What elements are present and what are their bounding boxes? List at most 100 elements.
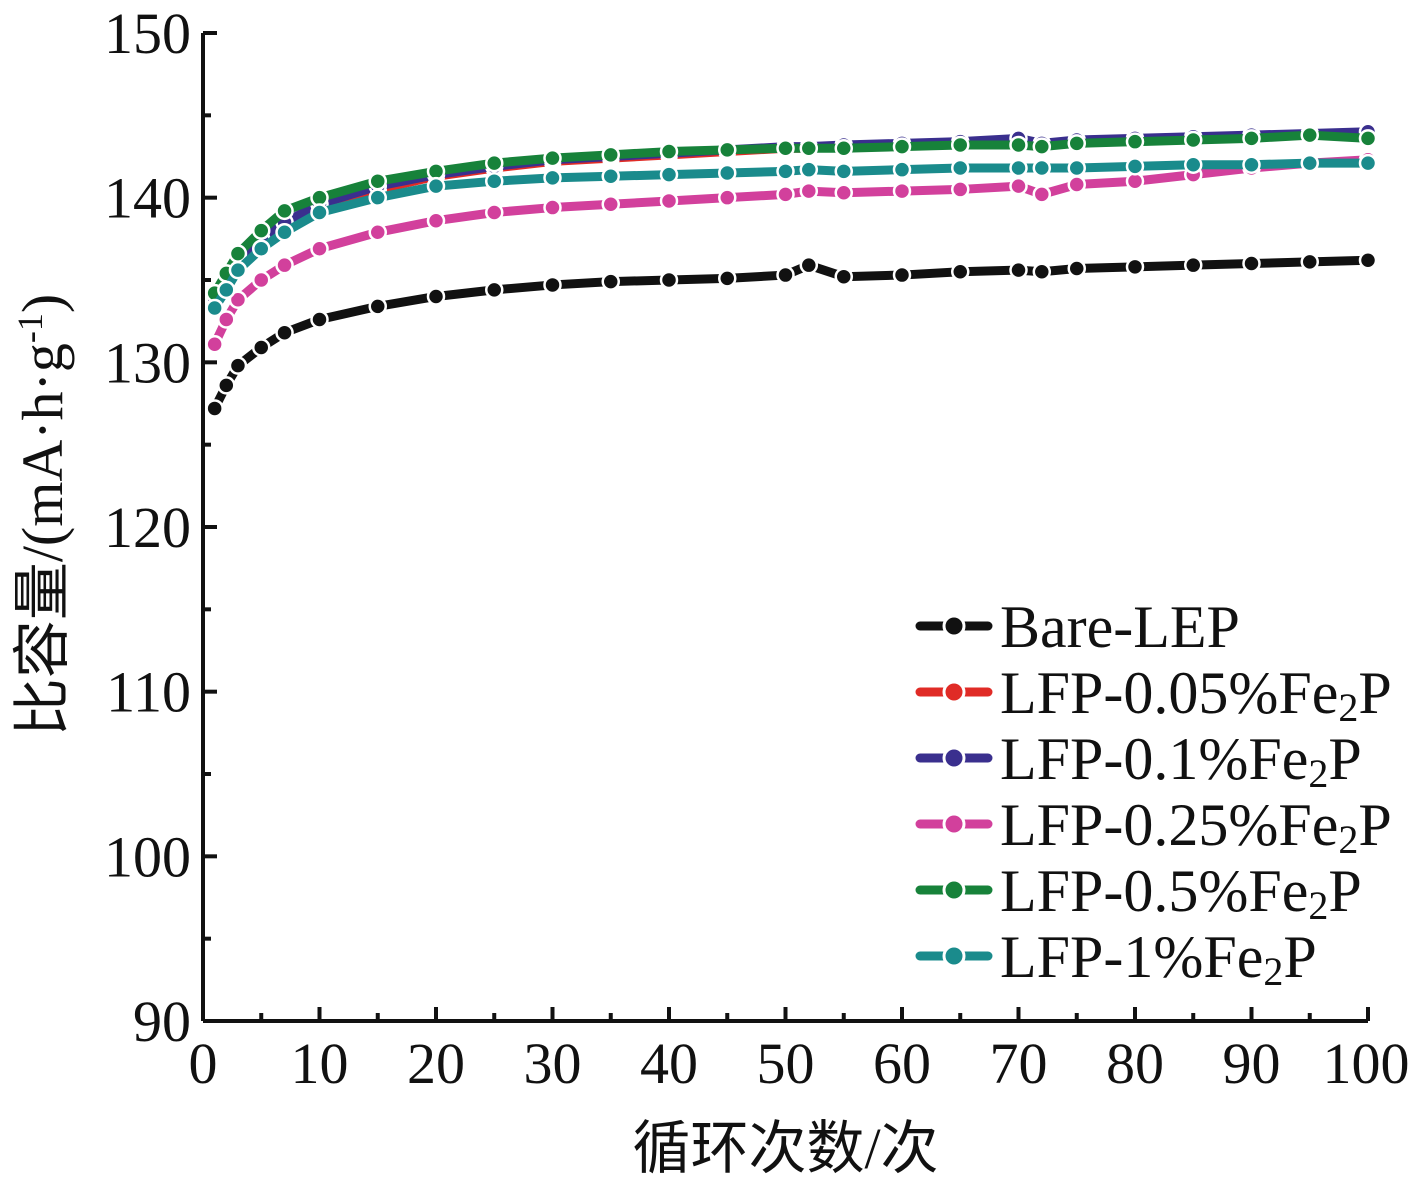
data-point [1067,259,1086,278]
data-point [485,171,504,191]
data-point [205,298,224,318]
legend-label-main: LFP-0.5%Fe [1000,858,1308,924]
legend-swatch-marker [942,680,966,704]
data-point [799,255,819,275]
data-point [1242,254,1261,273]
x-tick-label: 50 [757,1031,815,1096]
axes: 90 100 110 120 130 140 150 0 10 20 30 40 50 60 70 80 90… [104,1,1410,1096]
data-point [485,203,504,222]
legend-swatch-marker [942,614,966,638]
legend-label: LFP-0.25%Fe2P [1000,792,1392,862]
legend-label: LFP-0.05%Fe2P [1000,660,1392,730]
data-point [799,160,819,179]
y-tick-label: 90 [133,989,191,1054]
legend-label-end: P [1328,858,1361,924]
data-point [601,167,620,186]
data-point [1184,130,1203,150]
y-tick-label: 100 [104,824,191,889]
y-axis-title: 比容量/(mA·h·g-1) [10,294,75,736]
data-point [718,188,737,207]
y-tick-label: 110 [106,660,191,725]
data-point [310,310,329,329]
y-tick-label: 150 [104,1,191,66]
data-point [1358,250,1378,270]
x-tick-label: 60 [873,1031,931,1096]
data-point [1009,158,1028,178]
legend-label-end: P [1328,726,1361,792]
data-point [1300,252,1319,272]
data-point [310,203,329,222]
legend-label-end: P [1358,792,1391,858]
data-point [1125,132,1145,151]
data-point [217,280,236,300]
legend-label-main: LFP-0.25%Fe [1000,792,1338,858]
data-point [368,297,387,316]
legend-label-sub: 2 [1263,949,1283,994]
data-point [776,185,795,204]
data-point [892,160,912,179]
data-point [485,280,504,300]
data-point [1032,158,1052,178]
data-point [217,376,236,395]
data-point [1242,155,1261,174]
data-point [951,158,970,178]
x-tick-label: 20 [407,1031,465,1096]
x-tick-label: 0 [189,1031,218,1096]
data-point [368,188,387,207]
legend-label-end: P [1283,924,1316,990]
x-tick-label: 80 [1106,1031,1164,1096]
data-point [799,139,819,158]
y-tick-label: 130 [104,330,191,395]
data-point [892,137,912,156]
data-point [1067,158,1086,178]
data-point [1067,175,1086,194]
data-point [834,267,853,286]
legend-swatch-marker [942,944,966,968]
legend-label: Bare-LEP [1000,594,1240,660]
y-axis-title-close: ) [10,294,75,313]
data-point [659,165,679,184]
data-point [1032,185,1052,204]
data-point [1125,157,1145,176]
data-point [485,153,504,173]
data-point [659,191,679,211]
legend-item: Bare-LEP [915,594,1240,660]
data-point [426,176,446,196]
y-axis-title-sup: -1 [10,313,50,343]
data-point [228,260,248,280]
legend-item: LFP-0.25%Fe2P [915,792,1392,862]
x-ticks: 0 10 20 30 40 50 60 70 80 90 100 [189,1007,1410,1096]
data-point [601,272,620,291]
data-point [1032,262,1052,282]
data-point [368,171,387,191]
x-tick-label: 10 [291,1031,349,1096]
data-point [776,139,795,158]
data-point [543,168,562,188]
series-line [210,255,1373,413]
data-point [776,162,795,181]
data-point [834,139,853,158]
legend-label: LFP-0.1%Fe2P [1000,726,1362,796]
legend-swatch-marker [942,878,966,902]
data-point [1358,153,1378,173]
data-point [1184,155,1203,174]
legend-label-sub: 2 [1308,751,1328,796]
data-point [368,222,387,242]
data-point [776,265,795,285]
y-tick-label: 140 [104,166,191,231]
legend-item: LFP-0.5%Fe2P [915,858,1362,928]
legend-label-main: LFP-0.1%Fe [1000,726,1308,792]
legend-item: LFP-0.1%Fe2P [915,726,1362,796]
data-point [1067,134,1086,153]
data-point [1032,137,1052,156]
data-point [205,334,224,354]
data-point [659,142,679,161]
x-tick-label: 90 [1223,1031,1281,1096]
y-ticks: 90 100 110 120 130 140 150 [104,1,217,1054]
data-point [601,195,620,214]
legend: Bare-LEPLFP-0.05%Fe2PLFP-0.1%Fe2PLFP-0.2… [915,594,1392,994]
data-point [1009,135,1028,155]
data-point [252,270,271,290]
data-point [951,180,970,199]
legend-item: LFP-0.05%Fe2P [915,660,1392,730]
